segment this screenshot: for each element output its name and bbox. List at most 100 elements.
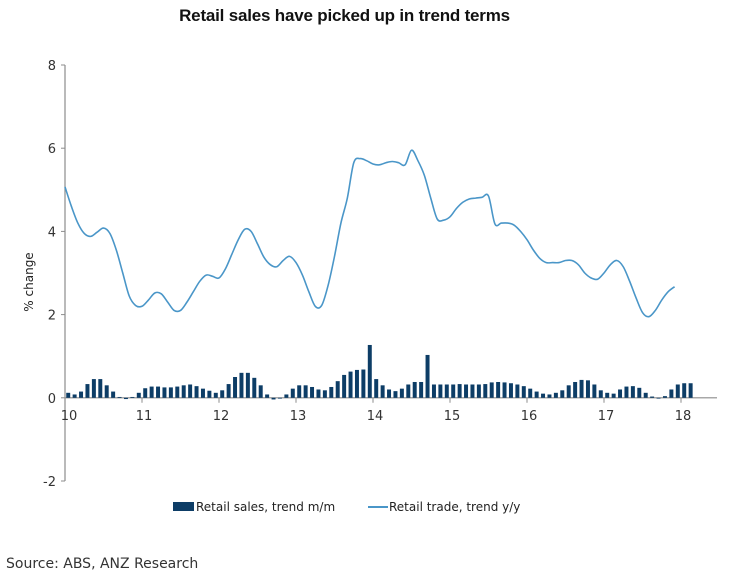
bar (98, 379, 103, 398)
bar (136, 392, 141, 398)
x-tick-label: 14 (367, 409, 384, 424)
bar (618, 389, 623, 398)
bar (91, 379, 96, 398)
bar (534, 391, 539, 398)
legend-label-bar: Retail sales, trend m/m (196, 500, 335, 514)
bar (688, 383, 693, 398)
bar (226, 384, 231, 398)
bar (354, 369, 359, 398)
bar (451, 384, 456, 398)
bar (464, 384, 469, 398)
bar (643, 392, 648, 398)
y-tick-label: 6 (48, 142, 56, 157)
legend-label-line: Retail trade, trend y/y (389, 500, 520, 514)
x-tick-label: 18 (675, 409, 692, 424)
bar (79, 391, 84, 398)
bar (303, 385, 308, 398)
bar (245, 372, 250, 398)
bar (406, 384, 411, 398)
bar (560, 390, 565, 398)
line-path (64, 149, 676, 318)
bar (239, 372, 244, 398)
line-series (64, 149, 676, 318)
bar (329, 386, 334, 398)
bar (496, 381, 501, 398)
bar (181, 385, 186, 398)
bar (213, 392, 218, 398)
bar (412, 381, 417, 398)
bar (335, 381, 340, 398)
bar (374, 379, 379, 398)
bar (143, 388, 148, 398)
bar (521, 386, 526, 398)
bar (207, 390, 212, 398)
bar (585, 380, 590, 398)
bar (611, 393, 616, 398)
chart-title: Retail sales have picked up in trend ter… (179, 6, 510, 25)
bar (598, 390, 603, 398)
bar (271, 397, 276, 400)
bar (438, 384, 443, 398)
legend: Retail sales, trend m/m Retail trade, tre… (173, 500, 520, 514)
bar (194, 386, 199, 398)
bar (579, 379, 584, 398)
bar (624, 386, 629, 398)
bar (66, 392, 71, 398)
bar (508, 383, 513, 398)
bar (367, 344, 372, 398)
bar (387, 389, 392, 398)
bar (669, 389, 674, 398)
bar (489, 382, 494, 398)
bar (502, 382, 507, 398)
bar (149, 386, 154, 398)
bar (682, 383, 687, 398)
bar (476, 384, 481, 398)
bar (380, 385, 385, 398)
bar (316, 389, 321, 398)
bar (528, 388, 533, 398)
bar (399, 388, 404, 398)
bar (431, 384, 436, 398)
tick-labels: 8 6 4 2 0 -2 10 11 12 13 14 15 16 17 18 (43, 59, 691, 490)
bar (85, 384, 90, 398)
bar (188, 384, 193, 398)
bar (630, 386, 635, 398)
bar (605, 392, 610, 398)
y-axis-title: % change (22, 252, 36, 311)
bar (483, 384, 488, 398)
bar (419, 381, 424, 398)
bar (156, 386, 161, 398)
bar (322, 390, 327, 398)
bar (348, 371, 353, 398)
bar (470, 384, 475, 398)
legend-item-bar: Retail sales, trend m/m (173, 500, 335, 514)
bar (162, 387, 167, 398)
bar-series (66, 344, 693, 400)
bar (104, 385, 109, 398)
bar (130, 396, 135, 398)
bar (258, 385, 263, 398)
y-tick-label: 4 (48, 225, 56, 240)
bar (425, 354, 430, 398)
source-note: Source: ABS, ANZ Research (6, 556, 199, 572)
bar (200, 388, 205, 398)
bar (290, 388, 295, 398)
bar (393, 391, 398, 398)
bar (265, 394, 270, 398)
bar (592, 384, 597, 398)
bar (117, 396, 122, 398)
bar (541, 393, 546, 398)
legend-item-line: Retail trade, trend y/y (368, 500, 520, 514)
bar (515, 384, 520, 398)
legend-swatch-bar (173, 502, 194, 511)
bar (297, 385, 302, 398)
bar (310, 386, 315, 398)
bar (650, 396, 655, 398)
axes (61, 64, 717, 482)
bar (175, 386, 180, 398)
x-tick-label: 11 (136, 409, 153, 424)
x-tick-label: 12 (213, 409, 230, 424)
bar (284, 394, 289, 398)
bar (361, 369, 366, 398)
bar (566, 385, 571, 398)
